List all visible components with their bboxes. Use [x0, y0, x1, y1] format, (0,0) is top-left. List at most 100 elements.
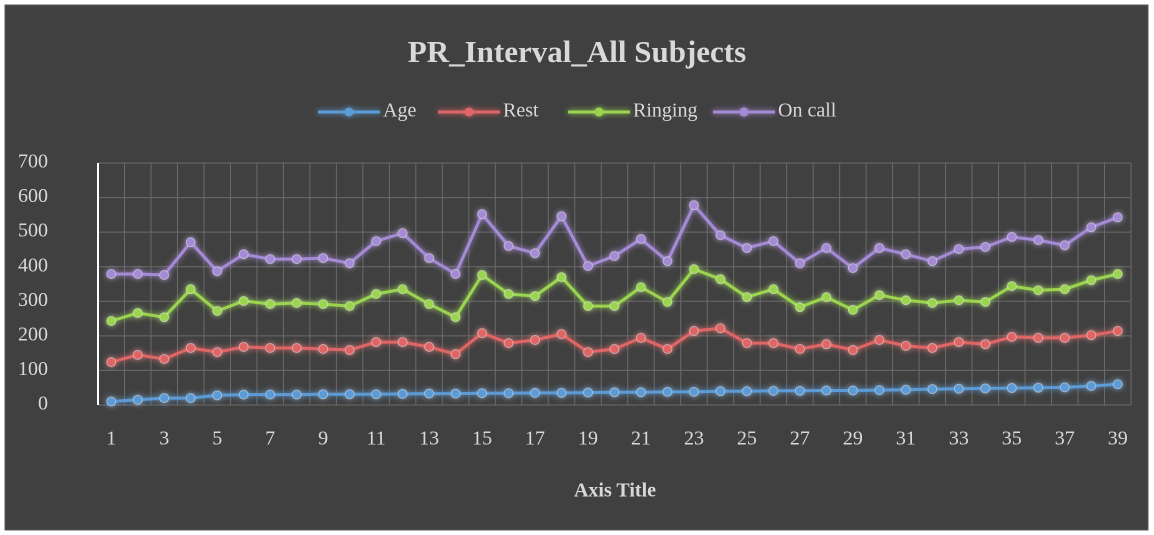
data-point — [741, 292, 752, 303]
data-point — [318, 299, 329, 310]
chart-background — [4, 4, 1149, 531]
data-point — [344, 345, 355, 356]
x-tick-label: 23 — [684, 428, 704, 450]
x-tick-label: 33 — [949, 428, 969, 450]
data-point — [344, 301, 355, 312]
x-tick-label: 5 — [212, 428, 222, 450]
series — [106, 323, 1123, 368]
x-tick-label: 19 — [578, 428, 598, 450]
data-point — [556, 387, 567, 398]
data-point — [635, 332, 646, 343]
x-tick-label: 25 — [737, 428, 757, 450]
data-point — [1059, 284, 1070, 295]
data-point — [794, 302, 805, 313]
data-point — [238, 389, 249, 400]
data-point — [980, 339, 991, 350]
x-tick-label: 39 — [1108, 428, 1128, 450]
data-point — [662, 296, 673, 307]
data-point — [318, 253, 329, 264]
data-point — [344, 389, 355, 400]
data-point — [635, 282, 646, 293]
legend-marker — [464, 107, 474, 117]
data-point — [794, 258, 805, 269]
data-point — [450, 312, 461, 323]
data-point — [132, 268, 143, 279]
data-point — [635, 387, 646, 398]
data-point — [1033, 235, 1044, 246]
data-point — [662, 256, 673, 267]
y-tick-label: 400 — [18, 254, 48, 276]
data-point — [847, 304, 858, 315]
data-point — [609, 301, 620, 312]
data-point — [424, 341, 435, 352]
x-tick-label: 31 — [896, 428, 916, 450]
data-point — [980, 383, 991, 394]
data-point — [768, 385, 779, 396]
data-point — [768, 236, 779, 247]
data-point — [265, 254, 276, 265]
y-tick-label: 600 — [18, 185, 48, 207]
data-point — [821, 385, 832, 396]
data-point — [371, 337, 382, 348]
y-tick-label: 500 — [18, 220, 48, 242]
data-point — [397, 337, 408, 348]
data-point — [1006, 331, 1017, 342]
data-point — [212, 347, 223, 358]
data-point — [371, 389, 382, 400]
data-point — [556, 211, 567, 222]
data-point — [106, 357, 117, 368]
data-point — [530, 248, 541, 259]
data-point — [424, 299, 435, 310]
x-tick-label: 1 — [106, 428, 116, 450]
data-point — [212, 390, 223, 401]
data-point — [927, 342, 938, 353]
x-tick-label: 9 — [318, 428, 328, 450]
data-point — [609, 343, 620, 354]
data-point — [768, 338, 779, 349]
legend-label: On call — [778, 100, 837, 122]
data-point — [503, 289, 514, 300]
data-point — [397, 284, 408, 295]
data-point — [609, 387, 620, 398]
data-point — [900, 295, 911, 306]
data-point — [132, 349, 143, 360]
data-point — [238, 249, 249, 260]
y-tick-label: 200 — [18, 323, 48, 345]
data-point — [371, 236, 382, 247]
data-point — [1086, 330, 1097, 341]
data-point — [530, 291, 541, 302]
data-point — [344, 258, 355, 269]
data-point — [741, 338, 752, 349]
data-point — [397, 388, 408, 399]
data-point — [847, 263, 858, 274]
data-point — [503, 338, 514, 349]
chart-title: PR_Interval_All Subjects — [408, 34, 746, 69]
data-point — [794, 385, 805, 396]
data-point — [1033, 382, 1044, 393]
x-axis-title: Axis Title — [574, 480, 656, 502]
legend-item — [318, 107, 380, 117]
data-point — [715, 274, 726, 285]
data-point — [662, 343, 673, 354]
data-point — [768, 284, 779, 295]
x-tick-label: 17 — [525, 428, 545, 450]
data-point — [450, 388, 461, 399]
data-point — [291, 389, 302, 400]
y-tick-label: 0 — [38, 393, 48, 415]
x-tick-label: 7 — [265, 428, 275, 450]
data-point — [953, 244, 964, 255]
data-point — [821, 292, 832, 303]
data-point — [583, 347, 594, 358]
data-point — [1112, 326, 1123, 337]
legend-marker — [739, 107, 749, 117]
data-point — [424, 388, 435, 399]
data-point — [927, 298, 938, 309]
data-point — [1006, 281, 1017, 292]
data-point — [212, 305, 223, 316]
legend-item — [568, 107, 630, 117]
x-tick-label: 15 — [472, 428, 492, 450]
data-point — [503, 388, 514, 399]
data-point — [980, 296, 991, 307]
data-point — [1033, 332, 1044, 343]
